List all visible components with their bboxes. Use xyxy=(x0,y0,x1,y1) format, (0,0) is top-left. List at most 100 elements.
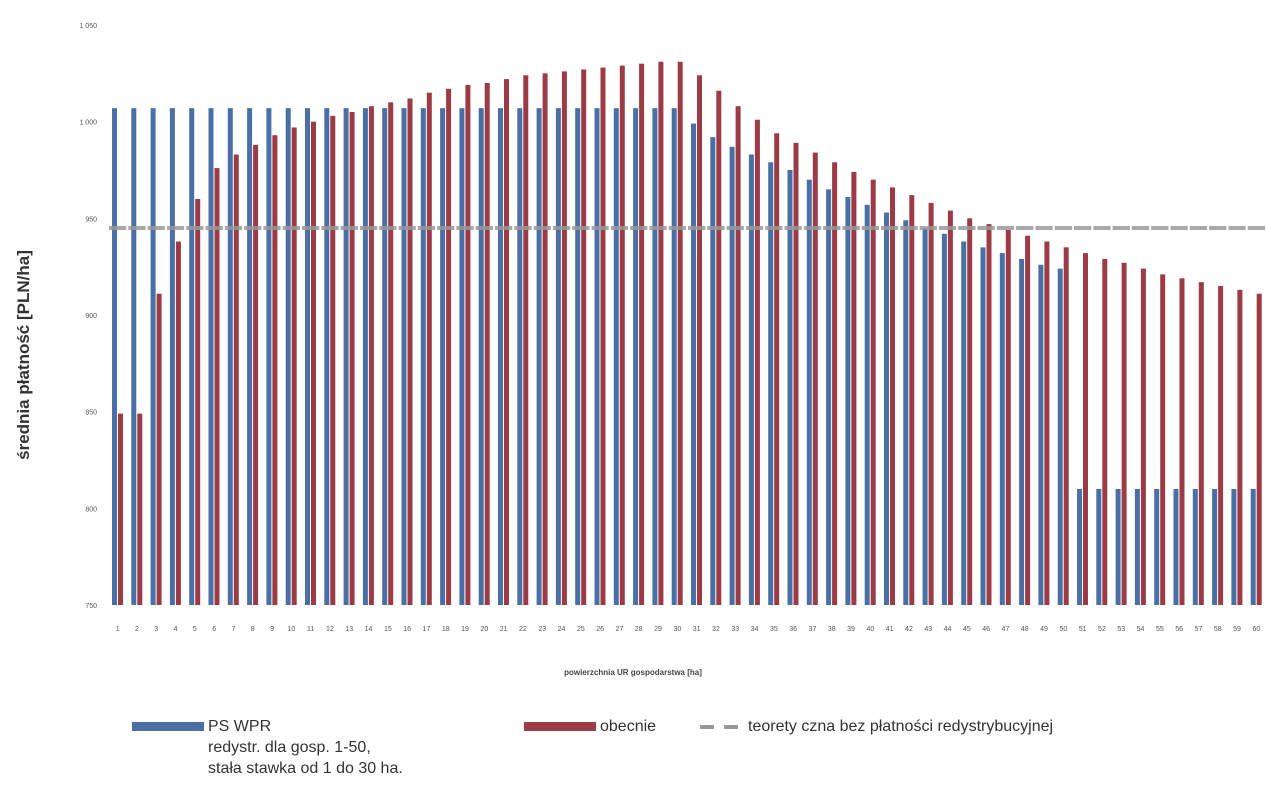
x-tick-label: 9 xyxy=(270,626,274,633)
marker-teoretyczna xyxy=(224,226,243,230)
marker-teoretyczna xyxy=(1093,226,1111,230)
x-tick-label: 50 xyxy=(1059,626,1067,633)
bar-obecnie xyxy=(175,241,181,606)
x-tick-label: 29 xyxy=(654,626,662,633)
x-tick-label: 54 xyxy=(1137,626,1145,633)
bar-obecnie xyxy=(986,224,992,605)
marker-teoretyczna xyxy=(1228,226,1246,230)
x-tick-label: 8 xyxy=(251,626,255,633)
chart: 750 800 850 900 950 1 000 1 050 1 2 3 4 5 6 7 8 9 10 11 12… xyxy=(79,23,1265,633)
bar-ps-wpr xyxy=(1192,489,1198,605)
bar-ps-wpr xyxy=(169,108,175,605)
marker-teoretyczna xyxy=(688,226,706,230)
bar-ps-wpr xyxy=(440,108,446,605)
marker-teoretyczna xyxy=(302,226,320,230)
bar-ps-wpr xyxy=(1115,489,1121,605)
bar-ps-wpr xyxy=(884,212,889,606)
x-tick-label: 31 xyxy=(693,626,701,633)
bar-obecnie xyxy=(639,63,645,605)
x-tick-label: 25 xyxy=(577,626,585,633)
bar-ps-wpr xyxy=(517,108,523,605)
bar-ps-wpr xyxy=(401,108,407,605)
y-tick-label: 850 xyxy=(85,410,97,417)
marker-teoretyczna xyxy=(147,226,165,230)
x-tick-label: 20 xyxy=(480,626,488,633)
marker-teoretyczna xyxy=(823,226,841,230)
marker-teoretyczna xyxy=(591,226,609,230)
x-tick-label: 30 xyxy=(673,626,681,633)
bar-ps-wpr xyxy=(131,108,137,605)
legend-item-ps-wpr: PS WPR redystr. dla gosp. 1-50, stała st… xyxy=(132,716,403,779)
bar-obecnie xyxy=(349,112,355,605)
bar-obecnie xyxy=(330,115,336,605)
bar-ps-wpr xyxy=(1077,489,1082,605)
marker-teoretyczna xyxy=(128,226,146,230)
bar-obecnie xyxy=(754,119,760,605)
x-tick-label: 28 xyxy=(635,626,643,633)
bar-ps-wpr xyxy=(575,108,581,605)
x-tick-label: 32 xyxy=(712,626,720,633)
bar-obecnie xyxy=(697,75,702,606)
bar-ps-wpr xyxy=(787,170,793,605)
marker-teoretyczna xyxy=(726,226,744,230)
bar-obecnie xyxy=(214,168,220,606)
bar-ps-wpr xyxy=(768,162,774,605)
marker-teoretyczna xyxy=(842,226,860,230)
bar-obecnie xyxy=(253,144,259,605)
x-tick-label: 48 xyxy=(1021,626,1029,633)
bar-ps-wpr xyxy=(806,179,812,605)
bar-obecnie xyxy=(581,69,587,605)
x-tick-label: 2 xyxy=(135,626,139,633)
bar-obecnie xyxy=(832,162,838,605)
legend-label-teoretyczna: teorety czna bez płatności redystrybucyj… xyxy=(748,718,1054,735)
bar-ps-wpr xyxy=(459,108,465,605)
bar-obecnie xyxy=(812,152,818,605)
bar-ps-wpr xyxy=(941,233,947,606)
bar-obecnie xyxy=(870,179,876,605)
bar-obecnie xyxy=(523,75,529,606)
bar-obecnie xyxy=(561,71,567,605)
bar-obecnie xyxy=(1198,282,1204,605)
bar-ps-wpr xyxy=(247,108,253,605)
bar-ps-wpr xyxy=(748,154,754,606)
marker-teoretyczna xyxy=(340,226,358,230)
marker-teoretyczna xyxy=(900,226,918,230)
bar-obecnie xyxy=(426,92,432,605)
bar-obecnie xyxy=(272,135,278,605)
marker-teoretyczna xyxy=(1189,226,1208,230)
bar-obecnie xyxy=(156,293,162,605)
marker-teoretyczna xyxy=(649,226,667,230)
x-tick-label: 27 xyxy=(616,626,624,633)
x-tick-label: 5 xyxy=(193,626,197,633)
marker-teoretyczna xyxy=(707,226,725,230)
legend-item-teoretyczna: teorety czna bez płatności redystrybucyj… xyxy=(700,716,1053,737)
x-tick-label: 22 xyxy=(519,626,527,633)
marker-teoretyczna xyxy=(861,226,879,230)
marker-teoretyczna xyxy=(919,226,937,230)
x-tick-label: 19 xyxy=(461,626,469,633)
marker-teoretyczna xyxy=(1247,226,1265,230)
bar-ps-wpr xyxy=(903,220,909,605)
x-tick-label: 35 xyxy=(770,626,778,633)
x-tick-label: 49 xyxy=(1040,626,1048,633)
bar-obecnie xyxy=(967,218,973,606)
marker-teoretyczna xyxy=(1170,226,1188,230)
bar-ps-wpr xyxy=(729,146,735,606)
x-tick-label: 47 xyxy=(1002,626,1010,633)
x-tick-label: 14 xyxy=(365,626,373,633)
bar-obecnie xyxy=(1179,278,1185,605)
bar-obecnie xyxy=(1218,286,1224,605)
bar-obecnie xyxy=(619,65,625,606)
bar-ps-wpr xyxy=(999,253,1005,605)
y-tick-label: 1 050 xyxy=(79,23,97,30)
bar-obecnie xyxy=(677,61,683,605)
legend-swatch-teoretyczna-2 xyxy=(724,725,738,729)
bar-ps-wpr xyxy=(1038,264,1044,605)
x-tick-label: 40 xyxy=(866,626,874,633)
bar-obecnie xyxy=(793,142,799,605)
marker-teoretyczna xyxy=(1074,226,1092,230)
marker-teoretyczna xyxy=(398,226,416,230)
x-tick-label: 34 xyxy=(751,626,759,633)
marker-teoretyczna xyxy=(475,226,493,230)
bar-obecnie xyxy=(735,106,741,605)
